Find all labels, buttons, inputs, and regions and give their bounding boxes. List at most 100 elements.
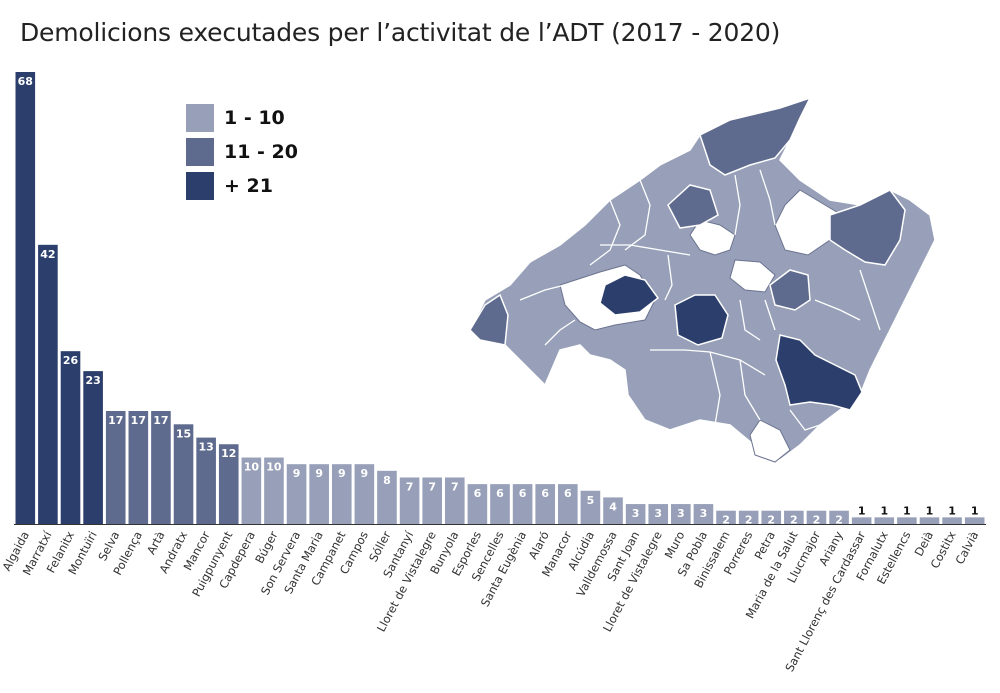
bar-selva xyxy=(105,411,126,524)
value-label: 12 xyxy=(221,447,236,460)
bar-valldemossa xyxy=(603,497,623,524)
bar-santanyi xyxy=(399,477,420,524)
map-municipality-high xyxy=(599,274,660,316)
bar-santa-maria xyxy=(309,464,329,524)
bar-mancor xyxy=(196,437,216,524)
bar-alaro xyxy=(535,484,556,524)
bar-estellencs xyxy=(897,517,917,524)
value-label: 7 xyxy=(406,480,414,493)
bar-maria-de-la-salut xyxy=(784,510,804,524)
value-label: 1 xyxy=(948,504,956,517)
bar-ariany xyxy=(829,510,849,524)
legend: 1 - 10 11 - 20 + 21 xyxy=(186,104,298,206)
bar-sencelles xyxy=(490,484,510,524)
map-municipality-mid xyxy=(699,96,812,176)
legend-label-high: + 21 xyxy=(224,175,273,197)
value-label: 1 xyxy=(903,504,911,517)
legend-item-high: + 21 xyxy=(186,172,298,200)
map-municipality-mid xyxy=(829,189,906,266)
value-label: 7 xyxy=(428,480,436,493)
bar-santa-eugenia xyxy=(512,484,533,524)
legend-swatch-low xyxy=(186,104,214,132)
bar-calvia xyxy=(964,517,985,524)
bar-arta xyxy=(151,411,171,524)
value-label: 10 xyxy=(266,461,282,474)
value-label: 2 xyxy=(813,514,821,527)
x-tick-label: Artà xyxy=(144,529,168,557)
legend-item-mid: 11 - 20 xyxy=(186,138,298,166)
bar-sant-joan xyxy=(625,504,646,524)
map-municipality-mid xyxy=(769,269,811,311)
value-label: 6 xyxy=(541,487,549,500)
bar-llucmajor xyxy=(806,510,827,524)
bar-muro xyxy=(671,504,691,524)
map-boundaries xyxy=(519,169,881,431)
bar-marratxi xyxy=(38,244,58,524)
legend-swatch-high xyxy=(186,172,214,200)
bar-sant-llorenc-des-cardassar xyxy=(851,517,872,524)
value-label: 10 xyxy=(244,461,260,474)
bar-porreres xyxy=(738,510,759,524)
bar-andratx xyxy=(173,424,194,524)
value-label: 7 xyxy=(451,480,459,493)
value-label: 2 xyxy=(790,514,798,527)
map-municipality-mid xyxy=(469,293,509,346)
bar-bunyola xyxy=(444,477,465,524)
legend-label-low: 1 - 10 xyxy=(224,107,285,129)
value-label: 8 xyxy=(383,474,391,487)
value-label: 9 xyxy=(315,467,323,480)
bar-esporles xyxy=(467,484,488,524)
value-label: 9 xyxy=(361,467,369,480)
map-no-data xyxy=(729,259,776,293)
bar-alcudia xyxy=(580,490,601,524)
value-label: 2 xyxy=(745,514,753,527)
legend-swatch-mid xyxy=(186,138,214,166)
value-label: 68 xyxy=(18,75,33,88)
bar-fornalutx xyxy=(874,517,895,524)
value-label: 17 xyxy=(131,414,146,427)
value-label: 1 xyxy=(858,504,866,517)
map-island xyxy=(469,96,936,461)
value-label: 13 xyxy=(198,441,213,454)
value-label: 2 xyxy=(767,514,775,527)
legend-item-low: 1 - 10 xyxy=(186,104,298,132)
value-label: 9 xyxy=(338,467,346,480)
map-municipality-mid xyxy=(667,184,719,229)
value-label: 6 xyxy=(474,487,482,500)
bar-montuiri xyxy=(83,371,103,524)
value-label: 26 xyxy=(63,354,79,367)
bar-binissalem xyxy=(716,510,736,524)
map-municipality-high xyxy=(775,334,863,411)
value-label: 17 xyxy=(153,414,168,427)
value-label: 1 xyxy=(926,504,934,517)
bar-lloret-de-vistalegre xyxy=(422,477,442,524)
value-label: 6 xyxy=(564,487,572,500)
bar-campos xyxy=(354,464,375,524)
value-label: 5 xyxy=(587,494,595,507)
x-tick-labels: AlgaidaMarratxíFelanitxMontuïriSelvaPoll… xyxy=(0,528,981,674)
map-municipality-high xyxy=(674,294,729,346)
value-label: 3 xyxy=(654,507,662,520)
map-no-data xyxy=(689,219,736,256)
value-label: 1 xyxy=(971,504,979,517)
bar-capdepera xyxy=(241,457,262,524)
bar-son-servera xyxy=(286,464,307,524)
bar-sa-pobla xyxy=(693,504,714,524)
value-label: 6 xyxy=(519,487,527,500)
value-label: 23 xyxy=(85,374,100,387)
bar-algaida xyxy=(15,72,36,524)
legend-label-mid: 11 - 20 xyxy=(224,141,298,163)
bar-felanitx xyxy=(60,351,81,524)
value-label: 15 xyxy=(176,427,191,440)
value-label: 3 xyxy=(700,507,708,520)
bar-lloret-de-vistalegre xyxy=(648,504,669,524)
value-label: 6 xyxy=(496,487,504,500)
value-label: 1 xyxy=(880,504,888,517)
bar-campanet xyxy=(331,464,352,524)
bar-manacor xyxy=(558,484,578,524)
mallorca-map xyxy=(469,96,936,463)
value-label: 42 xyxy=(40,248,55,261)
value-label: 3 xyxy=(677,507,685,520)
bar-pollenca xyxy=(128,411,149,524)
